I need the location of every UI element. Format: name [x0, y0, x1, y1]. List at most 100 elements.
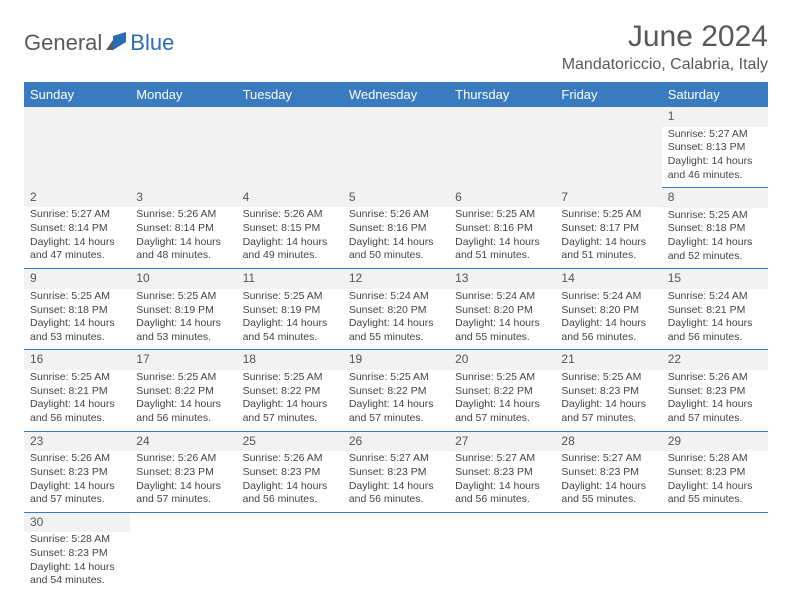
sunrise-line: Sunrise: 5:25 AM	[243, 290, 337, 304]
day-number: 5	[343, 188, 449, 208]
sunset-line: Sunset: 8:17 PM	[561, 222, 655, 236]
calendar-cell: 9Sunrise: 5:25 AMSunset: 8:18 PMDaylight…	[24, 269, 130, 350]
day-number: 15	[662, 269, 768, 289]
sunset-line: Sunset: 8:21 PM	[30, 385, 124, 399]
daylight-line: Daylight: 14 hours and 50 minutes.	[349, 236, 443, 263]
day-number: 9	[24, 269, 130, 289]
calendar-cell: 6Sunrise: 5:25 AMSunset: 8:16 PMDaylight…	[449, 188, 555, 269]
calendar-cell: 24Sunrise: 5:26 AMSunset: 8:23 PMDayligh…	[130, 431, 236, 512]
sunrise-line: Sunrise: 5:26 AM	[136, 208, 230, 222]
calendar-cell	[343, 512, 449, 593]
daylight-line: Daylight: 14 hours and 53 minutes.	[136, 317, 230, 344]
sunrise-line: Sunrise: 5:25 AM	[561, 208, 655, 222]
calendar-cell	[130, 512, 236, 593]
calendar-cell	[237, 512, 343, 593]
sunset-line: Sunset: 8:15 PM	[243, 222, 337, 236]
calendar-row: 1Sunrise: 5:27 AMSunset: 8:13 PMDaylight…	[24, 107, 768, 188]
day-number: 29	[662, 432, 768, 452]
sunset-line: Sunset: 8:16 PM	[455, 222, 549, 236]
daylight-line: Daylight: 14 hours and 57 minutes.	[668, 398, 762, 425]
calendar-row: 16Sunrise: 5:25 AMSunset: 8:21 PMDayligh…	[24, 350, 768, 431]
calendar-cell: 29Sunrise: 5:28 AMSunset: 8:23 PMDayligh…	[662, 431, 768, 512]
day-number: 24	[130, 432, 236, 452]
day-number: 21	[555, 350, 661, 370]
calendar-cell: 8Sunrise: 5:25 AMSunset: 8:18 PMDaylight…	[662, 188, 768, 269]
day-number: 23	[24, 432, 130, 452]
sunset-line: Sunset: 8:22 PM	[349, 385, 443, 399]
calendar-cell: 17Sunrise: 5:25 AMSunset: 8:22 PMDayligh…	[130, 350, 236, 431]
sunset-line: Sunset: 8:22 PM	[243, 385, 337, 399]
daylight-line: Daylight: 14 hours and 57 minutes.	[136, 480, 230, 507]
sunrise-line: Sunrise: 5:27 AM	[455, 452, 549, 466]
calendar-cell	[343, 107, 449, 188]
sunrise-line: Sunrise: 5:28 AM	[30, 533, 124, 547]
daylight-line: Daylight: 14 hours and 53 minutes.	[30, 317, 124, 344]
sunrise-line: Sunrise: 5:25 AM	[30, 290, 124, 304]
weekday-header: Thursday	[449, 82, 555, 107]
day-number: 27	[449, 432, 555, 452]
flag-icon	[106, 32, 128, 50]
calendar-row: 23Sunrise: 5:26 AMSunset: 8:23 PMDayligh…	[24, 431, 768, 512]
sunset-line: Sunset: 8:19 PM	[243, 304, 337, 318]
calendar-cell: 30Sunrise: 5:28 AMSunset: 8:23 PMDayligh…	[24, 512, 130, 593]
day-number: 3	[130, 188, 236, 208]
sunset-line: Sunset: 8:23 PM	[561, 466, 655, 480]
sunrise-line: Sunrise: 5:25 AM	[243, 371, 337, 385]
sunrise-line: Sunrise: 5:26 AM	[243, 208, 337, 222]
calendar-cell: 27Sunrise: 5:27 AMSunset: 8:23 PMDayligh…	[449, 431, 555, 512]
day-number: 7	[555, 188, 661, 208]
day-number: 10	[130, 269, 236, 289]
calendar-cell	[24, 107, 130, 188]
sunrise-line: Sunrise: 5:25 AM	[136, 371, 230, 385]
sunset-line: Sunset: 8:23 PM	[349, 466, 443, 480]
daylight-line: Daylight: 14 hours and 55 minutes.	[349, 317, 443, 344]
sunset-line: Sunset: 8:16 PM	[349, 222, 443, 236]
sunrise-line: Sunrise: 5:24 AM	[668, 290, 762, 304]
calendar-cell	[449, 107, 555, 188]
calendar-cell: 3Sunrise: 5:26 AMSunset: 8:14 PMDaylight…	[130, 188, 236, 269]
day-number: 14	[555, 269, 661, 289]
sunset-line: Sunset: 8:14 PM	[136, 222, 230, 236]
calendar-cell	[662, 512, 768, 593]
calendar-cell	[130, 107, 236, 188]
day-number: 17	[130, 350, 236, 370]
weekday-header-row: Sunday Monday Tuesday Wednesday Thursday…	[24, 82, 768, 107]
sunset-line: Sunset: 8:23 PM	[668, 466, 762, 480]
calendar-row: 30Sunrise: 5:28 AMSunset: 8:23 PMDayligh…	[24, 512, 768, 593]
day-number: 2	[24, 188, 130, 208]
daylight-line: Daylight: 14 hours and 51 minutes.	[455, 236, 549, 263]
day-number: 30	[24, 513, 130, 533]
sunset-line: Sunset: 8:23 PM	[455, 466, 549, 480]
sunrise-line: Sunrise: 5:27 AM	[561, 452, 655, 466]
calendar-cell	[555, 107, 661, 188]
sunrise-line: Sunrise: 5:25 AM	[455, 208, 549, 222]
calendar-cell: 25Sunrise: 5:26 AMSunset: 8:23 PMDayligh…	[237, 431, 343, 512]
day-number: 18	[237, 350, 343, 370]
calendar-cell: 15Sunrise: 5:24 AMSunset: 8:21 PMDayligh…	[662, 269, 768, 350]
header: General Blue June 2024 Mandatoriccio, Ca…	[24, 20, 768, 74]
sunrise-line: Sunrise: 5:28 AM	[668, 452, 762, 466]
weekday-header: Saturday	[662, 82, 768, 107]
day-number: 4	[237, 188, 343, 208]
weekday-header: Friday	[555, 82, 661, 107]
daylight-line: Daylight: 14 hours and 57 minutes.	[455, 398, 549, 425]
sunrise-line: Sunrise: 5:26 AM	[136, 452, 230, 466]
sunset-line: Sunset: 8:20 PM	[455, 304, 549, 318]
calendar-cell	[555, 512, 661, 593]
daylight-line: Daylight: 14 hours and 56 minutes.	[243, 480, 337, 507]
daylight-line: Daylight: 14 hours and 52 minutes.	[668, 236, 762, 263]
calendar-cell: 22Sunrise: 5:26 AMSunset: 8:23 PMDayligh…	[662, 350, 768, 431]
calendar-cell: 23Sunrise: 5:26 AMSunset: 8:23 PMDayligh…	[24, 431, 130, 512]
sunset-line: Sunset: 8:21 PM	[668, 304, 762, 318]
logo-text-general: General	[24, 30, 102, 56]
daylight-line: Daylight: 14 hours and 55 minutes.	[668, 480, 762, 507]
sunrise-line: Sunrise: 5:27 AM	[30, 208, 124, 222]
sunrise-line: Sunrise: 5:27 AM	[349, 452, 443, 466]
daylight-line: Daylight: 14 hours and 57 minutes.	[349, 398, 443, 425]
sunset-line: Sunset: 8:23 PM	[30, 547, 124, 561]
day-number: 11	[237, 269, 343, 289]
weekday-header: Monday	[130, 82, 236, 107]
sunset-line: Sunset: 8:22 PM	[136, 385, 230, 399]
daylight-line: Daylight: 14 hours and 49 minutes.	[243, 236, 337, 263]
calendar-cell: 11Sunrise: 5:25 AMSunset: 8:19 PMDayligh…	[237, 269, 343, 350]
